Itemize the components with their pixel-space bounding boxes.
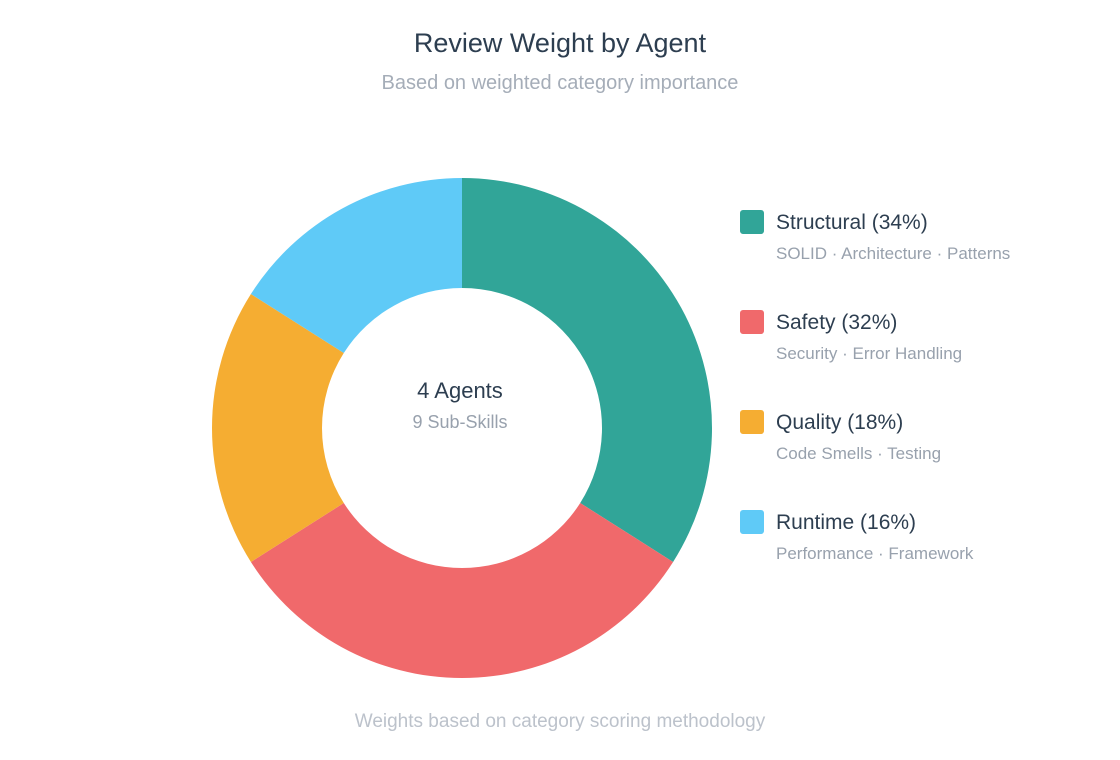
swatch-safety xyxy=(740,310,764,334)
legend-description: Code Smells · Testing xyxy=(776,444,942,463)
donut-chart xyxy=(212,178,713,679)
chart-subtitle: Based on weighted category importance xyxy=(381,72,739,94)
legend-label: Safety (32%) xyxy=(776,311,898,334)
legend-description: Security · Error Handling xyxy=(776,344,963,363)
legend-label: Runtime (16%) xyxy=(776,511,917,534)
donut-center-label: 4 Agents 9 Sub-Skills xyxy=(360,378,560,433)
legend-label: Structural (34%) xyxy=(776,211,928,234)
chart-footnote: Weights based on category scoring method… xyxy=(354,711,766,732)
subskill-count: 9 Sub-Skills xyxy=(412,412,508,432)
slice-safety[interactable] xyxy=(250,503,674,679)
swatch-structural xyxy=(740,210,764,234)
slice-structural[interactable] xyxy=(462,178,713,562)
slice-runtime[interactable] xyxy=(250,178,462,353)
chart-title: Review Weight by Agent xyxy=(413,28,707,58)
legend-description: Performance · Framework xyxy=(776,544,974,563)
swatch-quality xyxy=(740,410,764,434)
slice-quality[interactable] xyxy=(212,294,344,562)
legend-description: SOLID · Architecture · Patterns xyxy=(776,244,1011,263)
agent-count: 4 Agents xyxy=(417,378,503,403)
legend-label: Quality (18%) xyxy=(776,411,904,434)
swatch-runtime xyxy=(740,510,764,534)
